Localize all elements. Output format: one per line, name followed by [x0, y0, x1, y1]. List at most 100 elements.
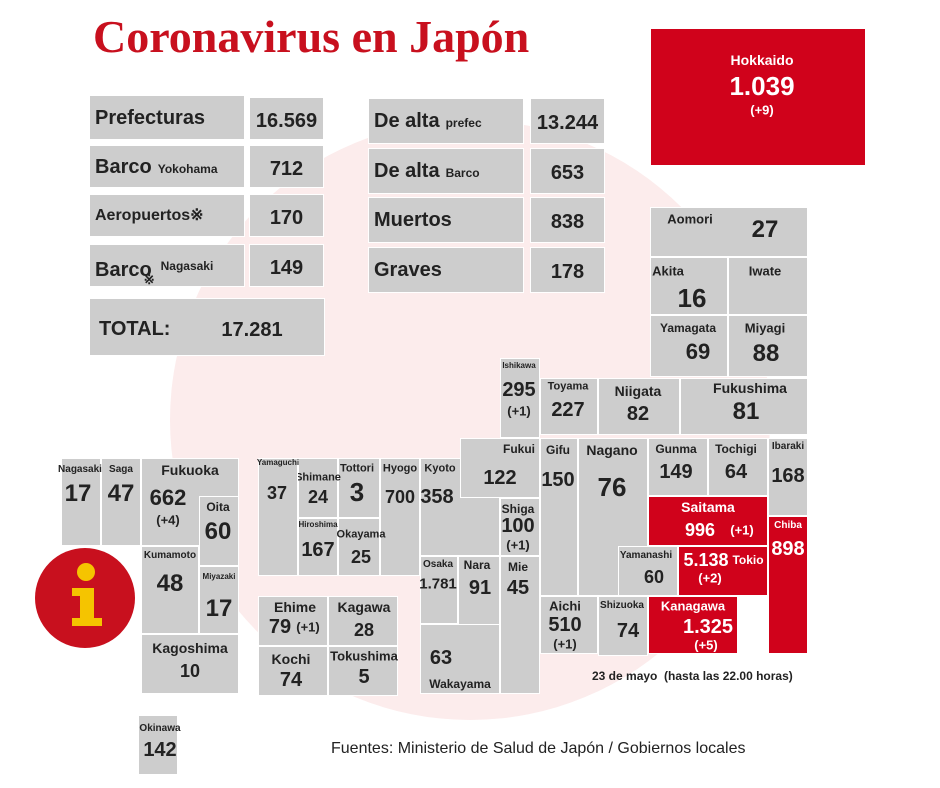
prefecture-box	[138, 715, 178, 775]
prefecture-box	[500, 556, 540, 694]
prefecture-box	[650, 315, 728, 377]
prefecture-box	[648, 596, 738, 654]
prefecture-box	[678, 546, 768, 596]
prefecture-name: Fukushima	[713, 380, 787, 396]
summary-value-box	[530, 98, 605, 144]
total-box	[89, 298, 325, 356]
prefecture-value: 10	[179, 661, 201, 681]
prefecture-value: 64	[724, 461, 748, 483]
prefecture-change: (+2)	[698, 570, 722, 586]
prefecture-box	[141, 546, 199, 634]
prefecture-box	[540, 438, 578, 596]
prefecture-value: 47	[107, 480, 135, 507]
prefecture-change: (+1)	[507, 403, 531, 419]
summary-sublabel: Yokohama	[157, 161, 218, 176]
summary-sublabel: prefec	[445, 116, 482, 130]
prefecture-box	[338, 458, 380, 518]
prefecture-name: Shimane	[295, 471, 341, 484]
prefecture-name: Nagano	[586, 442, 638, 458]
summary-label: Barco Yokohama	[95, 156, 218, 180]
prefecture-name: Nara	[463, 558, 491, 572]
summary-value-box	[249, 145, 324, 188]
prefecture-name: Saitama	[681, 499, 735, 515]
prefecture-box	[768, 516, 808, 654]
prefecture-box	[500, 498, 540, 556]
prefecture-name: Okayama	[336, 528, 386, 541]
prefecture-box	[460, 438, 540, 498]
prefecture-box	[680, 378, 808, 435]
summary-label-box	[89, 194, 245, 237]
prefecture-value: 100	[501, 515, 535, 537]
prefecture-value: 122	[483, 467, 517, 489]
prefecture-value: 16	[677, 283, 707, 313]
prefecture-value: 150	[541, 469, 575, 491]
date: 23 de mayo (hasta las 22.00 horas)	[592, 669, 793, 683]
prefecture-box	[328, 596, 398, 646]
prefecture-box	[500, 358, 540, 438]
prefecture-change: (+1)	[730, 522, 754, 538]
prefecture-box	[258, 596, 328, 646]
total-label: TOTAL:	[99, 318, 171, 340]
prefecture-name: Chiba	[774, 520, 802, 531]
prefecture-box	[199, 496, 239, 566]
summary-value: 16.569	[255, 109, 318, 132]
prefecture-value: 79	[268, 616, 292, 638]
prefecture-name: Toyama	[547, 380, 589, 393]
prefecture-box	[768, 438, 808, 516]
prefecture-name: Saga	[109, 464, 133, 475]
prefecture-name: Tochigi	[715, 442, 757, 456]
summary-value: 178	[550, 261, 585, 283]
summary-label: Aeropuertos※	[95, 205, 204, 227]
prefecture-box	[728, 257, 808, 315]
prefecture-value: 295	[502, 379, 536, 401]
summary-label-text: Barco	[95, 155, 152, 178]
summary-label: Muertos	[374, 209, 452, 231]
prefecture-name: Tottori	[339, 462, 375, 475]
prefecture-value: 17	[64, 480, 92, 507]
total-value: 17.281	[221, 319, 283, 341]
prefecture-value: 5	[358, 666, 370, 688]
summary-label-box	[368, 148, 524, 194]
prefecture-box	[338, 518, 380, 576]
prefecture-name: Ehime	[273, 599, 317, 615]
prefecture-box	[648, 496, 768, 546]
prefecture-name: Kyoto	[424, 462, 456, 475]
title: Coronavirus en Japón	[93, 11, 530, 62]
prefecture-value: 510	[548, 614, 582, 636]
prefecture-box	[648, 438, 708, 496]
prefecture-name: Nagasaki	[58, 464, 102, 475]
prefecture-value: 662	[149, 485, 187, 510]
prefecture-value: 142	[143, 739, 177, 761]
prefecture-name: Ishikawa	[502, 361, 536, 370]
prefecture-box	[598, 596, 648, 656]
prefecture-box	[380, 458, 420, 576]
prefecture-value: 91	[468, 577, 492, 599]
prefecture-name: Kumamoto	[143, 550, 197, 561]
prefecture-name: Oita	[206, 500, 230, 514]
prefecture-name: Mie	[507, 560, 529, 574]
prefecture-value: 227	[551, 399, 585, 421]
prefecture-name: Hiroshima	[298, 520, 338, 529]
prefecture-value: 60	[643, 567, 665, 587]
prefecture-value: 63	[429, 647, 453, 669]
summary-value-box	[530, 148, 605, 194]
summary-label-text: Graves	[374, 259, 442, 281]
prefecture-value: 74	[616, 620, 640, 642]
summary-value: 838	[550, 211, 585, 233]
prefecture-box	[728, 315, 808, 377]
prefecture-box	[708, 438, 768, 496]
prefecture-name: Shiga	[501, 502, 535, 516]
prefecture-name: Miyagi	[744, 320, 786, 336]
prefecture-name: Gunma	[655, 442, 697, 456]
summary-label: Barco※ Nagasaki	[95, 255, 213, 291]
prefecture-name: Aichi	[549, 598, 581, 614]
prefecture-box	[141, 634, 239, 694]
prefecture-value: 3	[349, 477, 365, 507]
prefecture-name: Akita	[652, 263, 684, 279]
prefecture-value: 81	[732, 398, 760, 425]
summary-label-box	[89, 95, 245, 140]
prefecture-change: (+1)	[296, 619, 320, 635]
prefecture-box	[101, 458, 141, 546]
prefecture-box	[540, 596, 598, 654]
